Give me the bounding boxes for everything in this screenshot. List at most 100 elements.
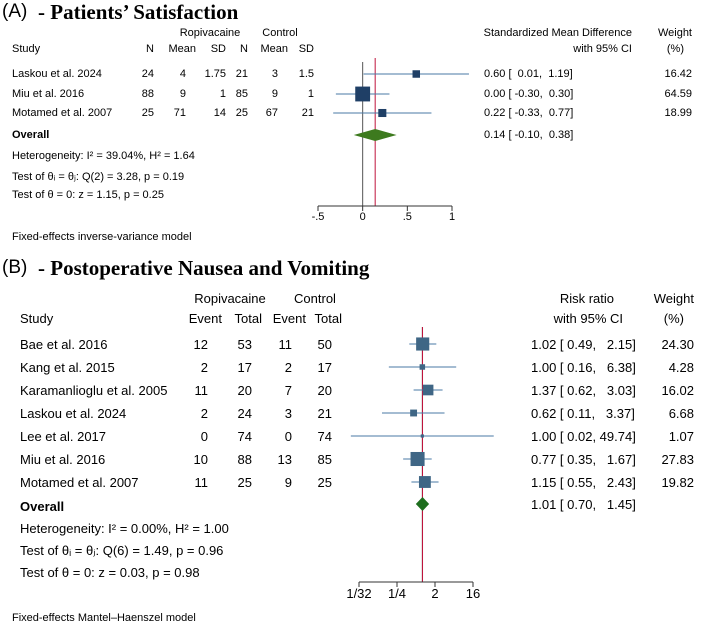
- table-cell: 20: [317, 383, 332, 398]
- panel-b-col-header: Event: [272, 311, 306, 326]
- weight-text: 27.83: [661, 452, 694, 467]
- effect-ci-text: 0.62 [ 0.11, 3.37]: [531, 406, 635, 421]
- table-cell: 0: [200, 429, 208, 444]
- x-axis-tick-label: 16: [466, 586, 480, 601]
- table-cell: 2: [284, 360, 292, 375]
- effect-ci-text: 0.22 [ -0.33, 0.77]: [484, 107, 574, 119]
- x-axis-tick-label: 1/4: [388, 586, 406, 601]
- table-row-study: Laskou et al. 2024: [20, 406, 127, 421]
- weight-text: 6.68: [668, 406, 694, 421]
- effect-ci-text: 0.77 [ 0.35, 1.67]: [531, 452, 636, 467]
- table-cell: 74: [317, 429, 332, 444]
- x-axis-tick-label: .5: [403, 211, 412, 223]
- table-cell: 17: [317, 360, 332, 375]
- weight-text: 4.28: [668, 360, 694, 375]
- panel-b-effect-header: Risk ratio: [559, 291, 614, 306]
- model-footer: Fixed-effects inverse-variance model: [12, 231, 192, 243]
- table-cell: 0: [284, 429, 292, 444]
- panel-b-letter: (B): [2, 257, 28, 278]
- table-cell: 25: [317, 475, 332, 490]
- table-cell: 2: [200, 406, 208, 421]
- table-cell: 7: [284, 383, 292, 398]
- panel-b-weight-header-2: (%): [663, 311, 684, 326]
- table-cell: 20: [237, 383, 252, 398]
- weight-text: 16.02: [661, 383, 694, 398]
- effect-ci-text: 1.02 [ 0.49, 2.15]: [531, 337, 636, 352]
- overall-test-text: Test of θ = 0: z = 1.15, p = 0.25: [12, 189, 164, 201]
- study-effect-marker: [410, 451, 425, 467]
- panel-b-weight-header: Weight: [653, 291, 694, 306]
- table-cell: 24: [237, 406, 252, 421]
- x-axis-tick-label: 1: [449, 211, 455, 223]
- table-cell: 21: [235, 68, 248, 80]
- study-effect-marker: [416, 337, 430, 351]
- overall-test-text: Test of θ = 0: z = 0.03, p = 0.98: [20, 565, 200, 580]
- homogeneity-test-text: Test of θᵢ = θⱼ: Q(6) = 1.49, p = 0.96: [20, 543, 224, 558]
- weight-text: 18.99: [664, 107, 692, 119]
- table-row-study: Karamanlioglu et al. 2005: [20, 383, 168, 398]
- table-row-study: Lee et al. 2017: [20, 429, 107, 444]
- table-cell: 1: [307, 88, 314, 100]
- panel-a-col-header: SD: [210, 43, 226, 55]
- overall-label: Overall: [20, 499, 65, 514]
- table-cell: 2: [200, 360, 208, 375]
- table-cell: 11: [194, 383, 209, 398]
- table-cell: 50: [317, 337, 332, 352]
- table-cell: 12: [193, 337, 208, 352]
- table-cell: 1.75: [204, 68, 226, 80]
- overall-diamond: [353, 129, 397, 141]
- table-cell: 1.5: [298, 68, 314, 80]
- x-axis-tick-label: 1/32: [346, 586, 371, 601]
- panel-a-col-header: Mean: [260, 43, 288, 55]
- panel-b-study-header: Study: [20, 311, 54, 326]
- heterogeneity-text: Heterogeneity: I² = 0.00%, H² = 1.00: [20, 521, 229, 536]
- table-cell: 9: [284, 475, 292, 490]
- overall-label: Overall: [12, 129, 50, 141]
- table-cell: 11: [278, 337, 293, 352]
- table-row-study: Motamed et al. 2007: [12, 107, 113, 119]
- study-effect-marker: [420, 434, 424, 438]
- panel-a-group2-label: Control: [262, 27, 298, 39]
- table-cell: 24: [141, 68, 154, 80]
- study-effect-marker: [378, 108, 387, 118]
- effect-ci-text: 1.00 [ 0.16, 6.38]: [531, 360, 636, 375]
- panel-b-group2-label: Control: [294, 291, 336, 306]
- table-cell: 13: [277, 452, 292, 467]
- effect-ci-text: 0.00 [ -0.30, 0.30]: [484, 88, 574, 100]
- panel-a-weight-header-2: (%): [666, 43, 684, 55]
- table-row-study: Miu et al. 2016: [12, 88, 85, 100]
- table-row-study: Miu et al. 2016: [20, 452, 106, 467]
- study-effect-marker: [412, 70, 421, 78]
- panel-b-col-header: Total: [234, 311, 262, 326]
- table-row-study: Motamed et al. 2007: [20, 475, 139, 490]
- table-cell: 71: [173, 107, 186, 119]
- x-axis-tick-label: 2: [431, 586, 438, 601]
- table-cell: 9: [271, 88, 278, 100]
- panel-a-effect-header: Standardized Mean Difference: [483, 27, 632, 39]
- table-cell: 25: [237, 475, 252, 490]
- model-footer: Fixed-effects Mantel–Haenszel model: [12, 612, 196, 624]
- table-cell: 85: [235, 88, 248, 100]
- x-axis-tick-label: -.5: [312, 211, 325, 223]
- study-effect-marker: [419, 364, 426, 370]
- panel-b-title: - Postoperative Nausea and Vomiting: [38, 256, 370, 280]
- x-axis-tick-label: 0: [360, 211, 366, 223]
- panel-b-col-header: Event: [188, 311, 222, 326]
- overall-effect-text: 1.01 [ 0.70, 1.45]: [531, 497, 636, 512]
- table-cell: 25: [141, 107, 154, 119]
- table-row-study: Laskou et al. 2024: [12, 68, 102, 80]
- table-cell: 9: [179, 88, 186, 100]
- panel-a-col-header: N: [240, 43, 248, 55]
- table-cell: 25: [235, 107, 248, 119]
- table-cell: 53: [237, 337, 252, 352]
- table-cell: 88: [237, 452, 252, 467]
- effect-ci-text: 1.15 [ 0.55, 2.43]: [531, 475, 636, 490]
- weight-text: 19.82: [661, 475, 694, 490]
- panel-b-effect-header-2: with 95% CI: [553, 311, 623, 326]
- overall-diamond: [415, 497, 430, 511]
- table-cell: 10: [193, 452, 208, 467]
- effect-ci-text: 1.00 [ 0.02, 49.74]: [531, 429, 636, 444]
- table-row-study: Bae et al. 2016: [20, 337, 108, 352]
- study-effect-marker: [355, 86, 371, 102]
- table-cell: 67: [265, 107, 278, 119]
